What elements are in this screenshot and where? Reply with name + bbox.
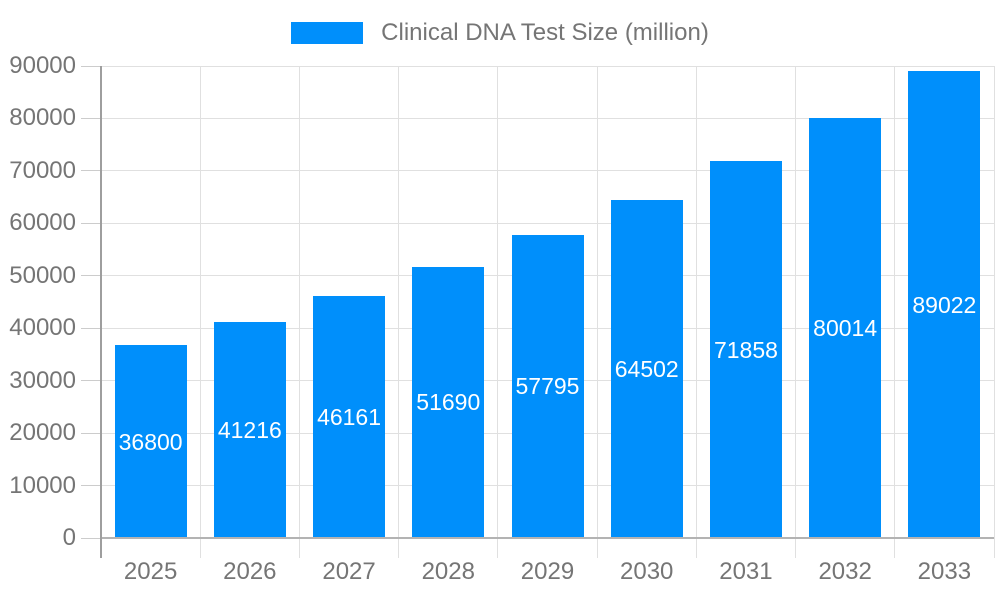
gridline-vertical: [596, 66, 598, 538]
bar-2026[interactable]: [213, 321, 286, 538]
x-axis-label: 2033: [917, 558, 972, 585]
x-axis-line: [101, 537, 994, 539]
bar-2029[interactable]: [511, 234, 584, 538]
y-axis-label: 90000: [9, 52, 76, 79]
y-axis-label: 70000: [9, 156, 76, 184]
y-axis-label: 60000: [9, 209, 76, 237]
y-axis-tick: [81, 380, 101, 382]
gridline-horizontal: [101, 65, 994, 67]
x-axis-tick: [993, 538, 995, 558]
bar-2033[interactable]: [908, 71, 981, 538]
x-axis-tick: [398, 538, 400, 558]
x-axis-label: 2027: [322, 558, 376, 585]
x-axis-label: 2025: [123, 558, 178, 585]
y-axis-line: [100, 66, 102, 558]
legend: Clinical DNA Test Size (million): [0, 19, 1000, 47]
gridline-vertical: [894, 66, 896, 538]
y-axis-tick: [81, 222, 101, 224]
bar-value-label: 80014: [813, 315, 878, 342]
gridline-vertical: [695, 66, 697, 538]
bar-2032[interactable]: [809, 118, 882, 538]
bar-value-label: 89022: [912, 291, 977, 318]
x-axis-tick: [894, 538, 896, 558]
y-axis-label: 30000: [9, 366, 76, 394]
bar-value-label: 46161: [317, 403, 382, 430]
gridline-horizontal: [101, 222, 994, 224]
gridline-vertical: [398, 66, 400, 538]
y-axis-tick: [81, 117, 101, 119]
y-axis-label: 0: [62, 524, 76, 551]
bar-value-label: 71858: [713, 336, 778, 363]
x-axis-label: 2029: [520, 558, 575, 585]
x-axis-tick: [497, 538, 499, 558]
bar-value-label: 36800: [118, 428, 183, 455]
bar-2027[interactable]: [313, 295, 386, 538]
x-axis-label: 2026: [223, 558, 277, 585]
bar-value-label: 64502: [614, 355, 679, 382]
y-axis-label: 20000: [9, 419, 76, 447]
y-axis-tick: [81, 170, 101, 172]
y-axis-label: 40000: [9, 314, 76, 342]
x-axis-label: 2031: [719, 558, 773, 585]
y-axis-tick: [81, 327, 101, 329]
gridline-vertical: [298, 66, 300, 538]
gridline-vertical: [993, 66, 995, 538]
legend-swatch-icon: [291, 22, 364, 44]
bar-2028[interactable]: [412, 266, 485, 538]
legend-label: Clinical DNA Test Size (million): [381, 19, 709, 46]
y-axis-label: 10000: [9, 471, 76, 499]
x-axis-tick: [596, 538, 598, 558]
x-axis-label: 2030: [620, 558, 674, 585]
y-axis-tick: [81, 432, 101, 434]
bar-value-label: 51690: [416, 389, 481, 416]
gridline-vertical: [199, 66, 201, 538]
gridline-horizontal: [101, 170, 994, 172]
x-axis-tick: [199, 538, 201, 558]
y-axis-tick: [81, 65, 101, 67]
y-axis-tick: [81, 275, 101, 277]
bar-2025[interactable]: [114, 345, 187, 538]
bar-2030[interactable]: [610, 199, 683, 538]
x-axis-label: 2032: [818, 558, 872, 585]
x-axis-tick: [695, 538, 697, 558]
gridline-horizontal: [101, 117, 994, 119]
x-axis-tick: [795, 538, 797, 558]
y-axis-tick: [81, 537, 101, 539]
x-axis-tick: [298, 538, 300, 558]
bar-value-label: 41216: [217, 416, 282, 443]
y-axis-label: 50000: [9, 261, 76, 289]
x-axis-label: 2028: [421, 558, 475, 585]
gridline-vertical: [497, 66, 499, 538]
bar-value-label: 57795: [515, 373, 580, 400]
y-axis-label: 80000: [9, 104, 76, 132]
y-axis-tick: [81, 485, 101, 487]
bar-2031[interactable]: [709, 161, 782, 538]
gridline-vertical: [795, 66, 797, 538]
legend-item[interactable]: Clinical DNA Test Size (million): [291, 19, 709, 47]
